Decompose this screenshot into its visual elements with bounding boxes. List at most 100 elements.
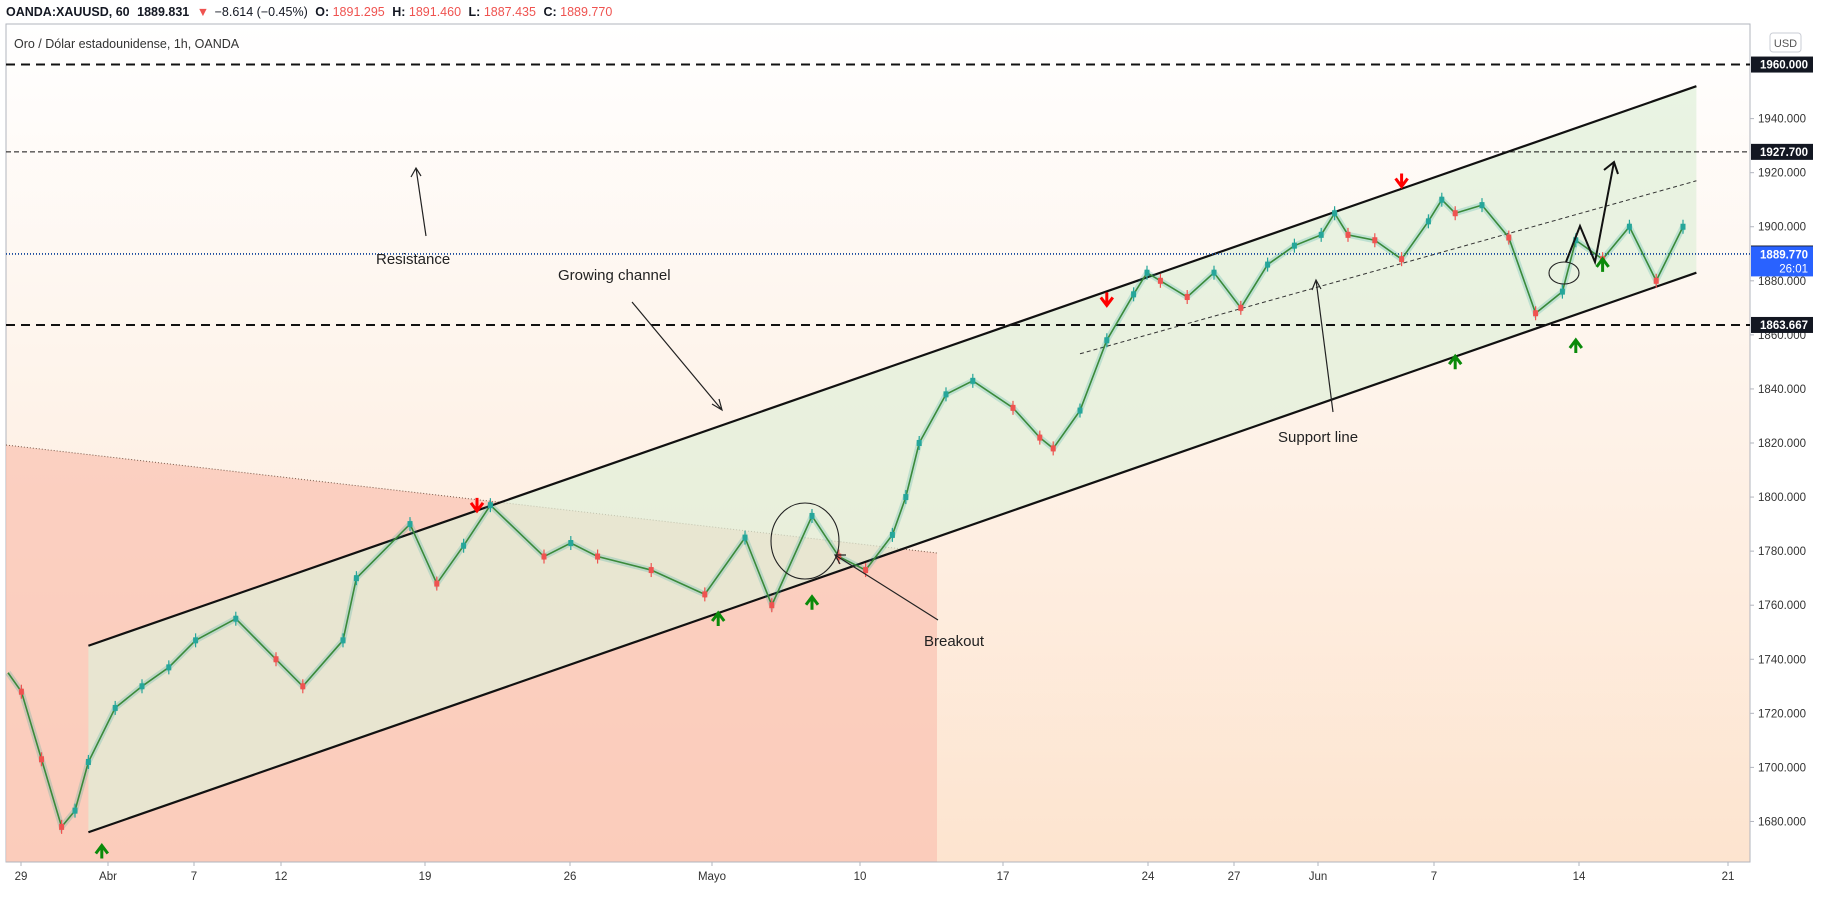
low-value: 1887.435 (484, 5, 536, 19)
change-value: −8.614 (−0.45%) (215, 5, 308, 19)
bar-countdown-text: 26:01 (1779, 263, 1808, 275)
x-tick-label: 26 (564, 871, 577, 883)
candle-body (595, 553, 601, 560)
candle-body (1559, 288, 1565, 295)
candle-body (1211, 269, 1217, 276)
sell-arrow-icon (469, 497, 485, 514)
low-label: L: (469, 5, 481, 19)
currency-button[interactable] (1769, 32, 1802, 53)
price-badge-1927-text: 1927.700 (1760, 147, 1808, 159)
candle-body (1653, 277, 1659, 284)
y-tick-label: 1940.000 (1758, 114, 1806, 126)
candle-body (702, 591, 708, 598)
candle-body (1479, 202, 1485, 209)
channel-fill (88, 86, 1697, 833)
candle-body (1184, 294, 1190, 301)
candle-body (1573, 237, 1579, 244)
breakout-label: Breakout (924, 633, 985, 650)
sell-arrow-icon (1394, 173, 1409, 189)
price-badge-1960[interactable] (1751, 56, 1813, 73)
candle-body (166, 664, 172, 671)
candle-body (1010, 404, 1016, 411)
last-price-badge[interactable] (1751, 246, 1813, 277)
projection-path (1565, 160, 1619, 266)
buy-arrow-icon (1595, 256, 1610, 272)
candle-body (1372, 237, 1378, 244)
bearish-trendline (5, 444, 938, 554)
candle-body (836, 553, 842, 560)
x-tick-label: Mayo (698, 871, 726, 883)
candle-body (1157, 277, 1163, 284)
y-tick-label: 1880.000 (1758, 276, 1806, 288)
price-badge-1863-text: 1863.667 (1760, 320, 1808, 332)
last-price-badge-text: 1889.770 (1760, 249, 1808, 261)
x-tick-label: 10 (854, 871, 867, 883)
candle-body (742, 534, 748, 541)
candle-body (916, 440, 922, 446)
candle-body (1626, 223, 1632, 230)
x-tick-label: 19 (419, 871, 432, 883)
candle-body (1452, 210, 1458, 217)
time-axis[interactable]: 29 Abr 7 12 19 26 Mayo 10 17 24 27 Jun 7 14 21 (15, 862, 1735, 883)
candle-body (568, 540, 574, 547)
candle-body (1318, 231, 1324, 238)
channel-upper-line[interactable] (88, 85, 1697, 647)
y-tick-label: 1720.000 (1758, 708, 1806, 720)
candle-body (1425, 218, 1431, 225)
candle-body (1332, 210, 1338, 217)
buy-arrow-icon (804, 594, 820, 610)
x-tick-label: 14 (1573, 871, 1586, 883)
y-tick-label: 1740.000 (1758, 654, 1806, 666)
support-line-label: Support line (1278, 429, 1358, 446)
x-tick-label: Abr (99, 871, 117, 883)
candle-body (1144, 269, 1150, 276)
high-value: 1891.460 (409, 5, 461, 19)
channel-lower-line[interactable] (88, 271, 1697, 834)
candle-body (39, 756, 44, 763)
y-tick-label: 1840.000 (1758, 384, 1806, 396)
price-axis[interactable]: 1680.000 1700.000 1720.000 1740.000 1760.000… (1750, 56, 1813, 829)
close-value: 1889.770 (560, 5, 612, 19)
resistance-arrow (410, 166, 427, 237)
candle-body (889, 531, 895, 538)
candle-body (1680, 223, 1686, 230)
candle-body (809, 512, 815, 519)
candle-body (1037, 434, 1043, 441)
candle-body (59, 823, 65, 830)
candle-body (1050, 445, 1056, 452)
buy-arrow-icon (1568, 337, 1583, 353)
candle-body (1131, 291, 1137, 298)
last-price-value: 1889.831 (137, 5, 189, 19)
support-line-arrow (1311, 278, 1334, 413)
high-label: H: (392, 5, 405, 19)
x-tick-label: 24 (1142, 871, 1155, 883)
x-tick-label: 17 (997, 871, 1010, 883)
growing-channel-arrow (631, 301, 723, 412)
price-badge-1927[interactable] (1751, 143, 1813, 160)
x-tick-label: 21 (1722, 871, 1735, 883)
breakout-circle (770, 502, 840, 580)
breakout-arrow (833, 554, 939, 621)
candle-body (273, 656, 279, 663)
candle-body (85, 758, 91, 765)
price-badge-1863[interactable] (1751, 316, 1813, 333)
sell-arrow-icon (1099, 292, 1114, 308)
price-line[interactable] (7, 198, 1684, 829)
candle-body (1077, 407, 1083, 414)
candle-body (769, 602, 775, 609)
buy-arrow-icon (1448, 353, 1463, 370)
candle-body (943, 391, 949, 398)
candle-body (407, 521, 413, 528)
candle-body (1104, 337, 1110, 344)
candle-body (1345, 231, 1351, 238)
candle-body (541, 553, 547, 560)
candle-body (461, 542, 467, 549)
y-tick-label: 1760.000 (1758, 600, 1806, 612)
x-tick-label: 12 (275, 871, 288, 883)
y-tick-label: 1920.000 (1758, 168, 1806, 180)
change-down-icon: ▼ (197, 5, 209, 19)
candle-body (18, 688, 24, 695)
candle-body (193, 637, 199, 644)
